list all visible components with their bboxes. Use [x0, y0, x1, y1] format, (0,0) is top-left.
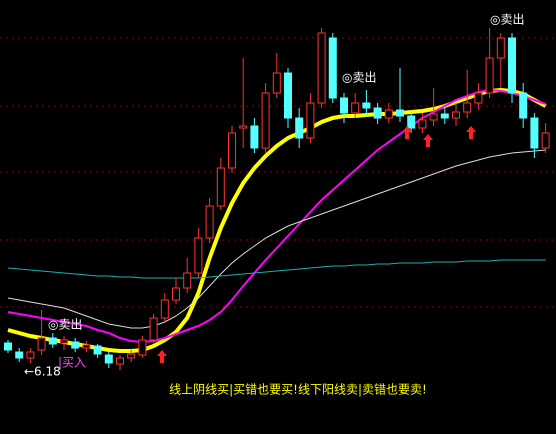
candle-body	[384, 109, 393, 119]
candle-body	[362, 102, 371, 109]
candle-body	[48, 337, 57, 345]
candle-body	[138, 339, 147, 356]
buy-arrow	[423, 134, 433, 147]
candle-body	[104, 354, 113, 364]
candle-body	[474, 92, 483, 104]
candle-body	[183, 272, 192, 289]
candle-body	[284, 72, 292, 119]
candle-body	[37, 337, 46, 351]
buy-label: |买入	[58, 356, 86, 370]
candle-body	[228, 132, 236, 169]
candle-body	[272, 72, 281, 94]
candle-body	[306, 102, 315, 139]
candle-body	[216, 167, 225, 207]
candle-body	[239, 125, 248, 129]
caption: 线上阴线买|买错也要买!线下阳线卖|卖错也要卖!	[169, 383, 427, 397]
ma-line	[7, 259, 546, 279]
sell-label: ◎卖出	[48, 318, 82, 332]
candle-body	[82, 344, 91, 349]
candle-body	[71, 341, 80, 349]
candle-body	[541, 132, 550, 149]
candle-body	[463, 102, 472, 113]
low-label: ←6.18	[24, 365, 61, 379]
candle-body	[250, 125, 259, 149]
candle-body	[194, 237, 203, 274]
candle-body	[519, 92, 528, 119]
candle-body	[508, 37, 516, 94]
candle-body	[351, 102, 360, 114]
candle-body	[261, 92, 270, 149]
candle-body	[26, 351, 35, 359]
candle-body	[160, 299, 169, 319]
candle-body	[452, 111, 460, 119]
buy-arrow	[157, 350, 167, 363]
candle-body	[407, 115, 416, 129]
plot	[4, 28, 550, 370]
candle-body	[373, 107, 382, 119]
buy-arrow	[402, 126, 412, 139]
sell-label: ◎卖出	[490, 13, 524, 27]
ma-line	[7, 88, 546, 344]
candle-body	[116, 357, 124, 365]
candle-body	[440, 113, 449, 119]
sell-label: ◎卖出	[342, 71, 376, 85]
candle-body	[485, 57, 494, 94]
buy-arrows	[157, 126, 476, 363]
ma-line	[7, 149, 546, 329]
candle-body	[15, 351, 24, 359]
candle-body	[328, 37, 337, 99]
ma-line	[7, 87, 547, 353]
candle-body	[93, 345, 102, 355]
candle-body	[205, 205, 214, 239]
candle-body	[317, 32, 326, 104]
candle-body	[396, 109, 404, 117]
candle-body	[429, 113, 438, 121]
candle-body	[418, 119, 427, 129]
candle-body	[295, 117, 304, 139]
candle-body	[530, 117, 539, 149]
candle-body	[340, 97, 348, 114]
candle-body	[496, 37, 505, 59]
candle-body	[172, 287, 180, 301]
candle-body	[4, 342, 12, 351]
candle-body	[149, 317, 158, 341]
buy-arrow	[466, 126, 476, 139]
candle-body	[60, 339, 68, 344]
candle-body	[127, 353, 136, 359]
